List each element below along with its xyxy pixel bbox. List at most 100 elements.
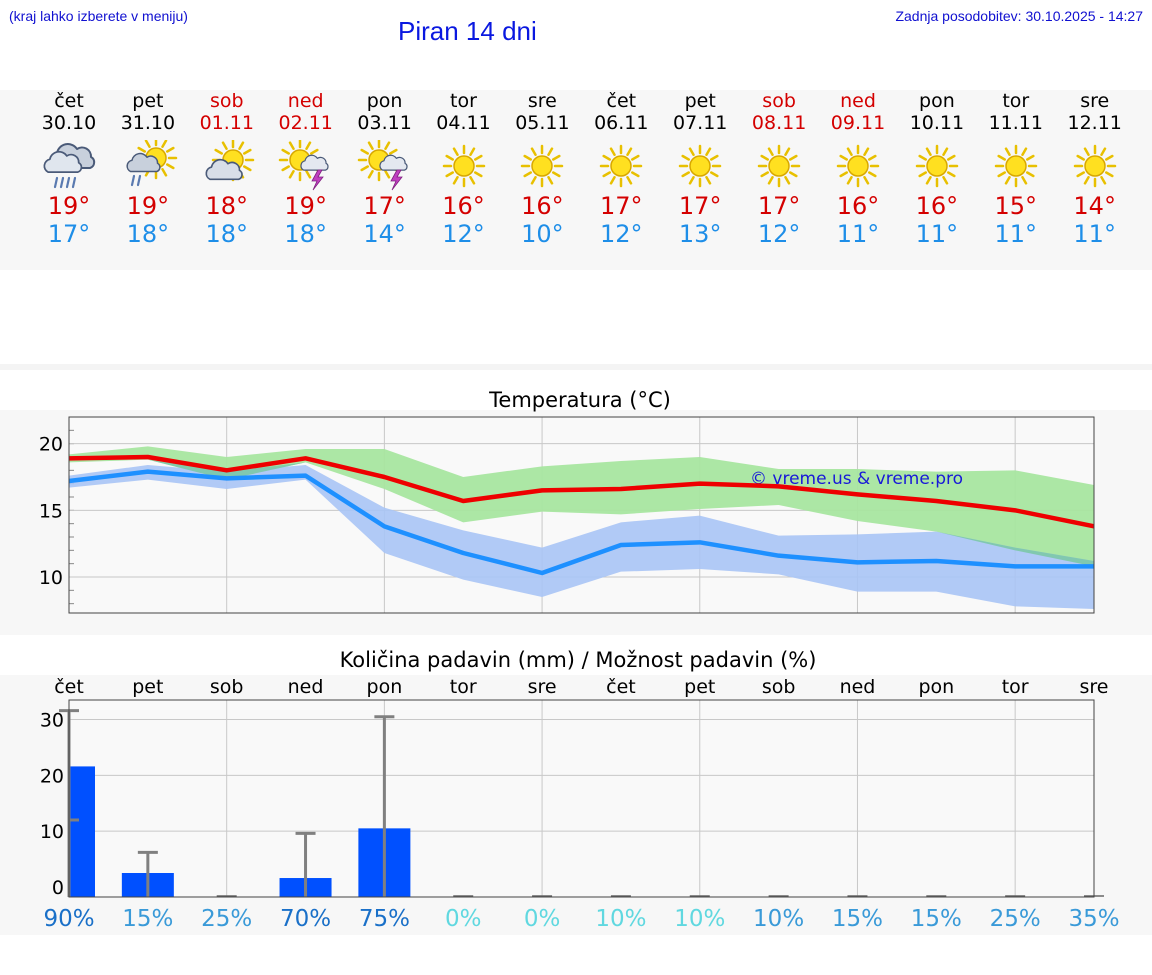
x-day-label: sob — [762, 676, 796, 698]
min-temperature: 10° — [521, 220, 564, 248]
forecast-day: pet 07.11 17° 13° — [660, 90, 740, 248]
max-temperature: 17° — [363, 192, 406, 220]
forecast-day: ned 02.11 19° 18° — [266, 90, 346, 248]
x-day-label: ned — [840, 676, 876, 698]
precipitation-chart: Količina padavin (mm) / Možnost padavin … — [0, 648, 1152, 935]
min-temperature: 12° — [757, 220, 801, 248]
y-tick-label: 30 — [40, 710, 64, 732]
temperature-chart: Temperatura (°C) 10 15 20 © vreme.us & vreme… — [0, 388, 1152, 635]
sun-icon — [826, 140, 890, 192]
max-temperature: 17° — [678, 192, 722, 220]
day-date: 01.11 — [199, 112, 254, 134]
section-divider — [0, 364, 1152, 370]
sun-cloud-icon — [195, 138, 259, 192]
day-date: 02.11 — [278, 112, 333, 134]
min-temperature: 11° — [836, 220, 880, 248]
location-menu-note: (kraj lahko izberete v meniju) — [9, 8, 188, 24]
plot-frame — [68, 416, 1095, 614]
max-temperature: 19° — [126, 192, 170, 220]
day-date: 05.11 — [515, 112, 570, 134]
sun-icon — [905, 140, 969, 192]
y-tick-label: 0 — [52, 877, 64, 899]
day-name: čet — [54, 90, 84, 112]
sun-icon — [984, 140, 1048, 192]
day-name: sob — [762, 90, 796, 112]
x-day-label: sre — [1080, 676, 1109, 698]
day-name: pon — [366, 90, 403, 112]
sun-icon — [589, 140, 653, 192]
day-date: 03.11 — [357, 112, 412, 134]
min-temperature-range-band — [69, 465, 1094, 609]
min-temperature: 18° — [205, 220, 249, 248]
min-temperature: 11° — [994, 220, 1038, 248]
max-temperature: 14° — [1073, 192, 1116, 220]
min-temperature-line — [68, 469, 1094, 576]
rain-cloud-icon — [37, 140, 101, 192]
precipitation-probability: 70% — [280, 906, 331, 932]
forecast-day: pon 03.11 17° 14° — [345, 90, 425, 248]
day-date: 31.10 — [120, 112, 176, 134]
day-name: ned — [287, 90, 324, 112]
max-temperature: 16° — [521, 192, 564, 220]
forecast-day: sre 12.11 14° 11° — [1055, 90, 1135, 248]
daily-forecast-strip: čet 30.10 19° 17° pet 31.10 19° 18° sob 01.11 18° 1… — [0, 90, 1152, 270]
day-date: 04.11 — [436, 112, 491, 134]
forecast-day: tor 04.11 16° 12° — [424, 90, 504, 248]
y-tick-label: 10 — [39, 567, 63, 589]
x-day-label: pon — [367, 676, 403, 698]
day-date: 08.11 — [751, 112, 807, 134]
precipitation-probability: 10% — [595, 906, 646, 932]
y-tick-label: 20 — [40, 765, 64, 787]
chart-title: Temperatura (°C) — [488, 388, 671, 412]
max-temperature: 16° — [442, 192, 485, 220]
x-day-label: pon — [918, 676, 954, 698]
day-date: 06.11 — [594, 112, 649, 134]
x-day-label: čet — [606, 676, 636, 698]
sun-icon — [747, 140, 811, 192]
max-temperature-range-band — [69, 446, 1094, 567]
min-temperature: 17° — [47, 220, 91, 248]
y-tick-label: 10 — [40, 821, 64, 843]
forecast-day: tor 11.11 15° 11° — [976, 90, 1056, 248]
y-tick-label: 15 — [39, 500, 63, 522]
y-tick-label: 20 — [39, 434, 63, 456]
precipitation-probability: 0% — [445, 906, 482, 932]
precipitation-probability: 10% — [674, 906, 725, 932]
max-temperature: 16° — [915, 192, 959, 220]
max-temperature: 16° — [836, 192, 880, 220]
day-date: 07.11 — [672, 112, 728, 134]
min-temperature: 18° — [126, 220, 170, 248]
forecast-day: pet 31.10 19° 18° — [108, 90, 188, 248]
max-temperature-line — [68, 454, 1095, 529]
day-name: ned — [840, 90, 876, 112]
day-name: pet — [132, 90, 164, 112]
min-temperature: 11° — [915, 220, 959, 248]
x-day-label: čet — [54, 676, 84, 698]
precipitation-bar — [69, 766, 95, 897]
forecast-day: sre 05.11 16° 10° — [502, 90, 582, 248]
max-temperature: 15° — [994, 192, 1038, 220]
forecast-day: sob 01.11 18° 18° — [187, 90, 267, 248]
forecast-day: pon 10.11 16° 11° — [897, 90, 977, 248]
max-temperature: 19° — [47, 192, 91, 220]
min-temperature: 12° — [442, 220, 485, 248]
page-title: Piran 14 dni — [398, 16, 537, 46]
sun-icon — [1063, 140, 1127, 192]
max-temperature: 18° — [205, 192, 249, 220]
min-temperature: 14° — [363, 220, 406, 248]
min-temperature: 13° — [678, 220, 722, 248]
sun-cloud-rain-icon — [116, 136, 180, 192]
day-date: 12.11 — [1067, 112, 1122, 134]
plot-area — [69, 700, 1094, 897]
precipitation-probability: 35% — [1068, 906, 1119, 932]
x-day-label: pet — [132, 676, 163, 698]
precipitation-probability: 15% — [832, 906, 883, 932]
precipitation-probability: 90% — [43, 906, 94, 932]
day-name: sre — [1080, 90, 1110, 112]
precipitation-probability: 75% — [359, 906, 410, 932]
sun-storm-icon — [274, 138, 338, 192]
precipitation-probability: 25% — [201, 906, 252, 932]
sun-icon — [432, 140, 496, 192]
day-date: 11.11 — [988, 112, 1043, 134]
day-date: 09.11 — [830, 112, 886, 134]
